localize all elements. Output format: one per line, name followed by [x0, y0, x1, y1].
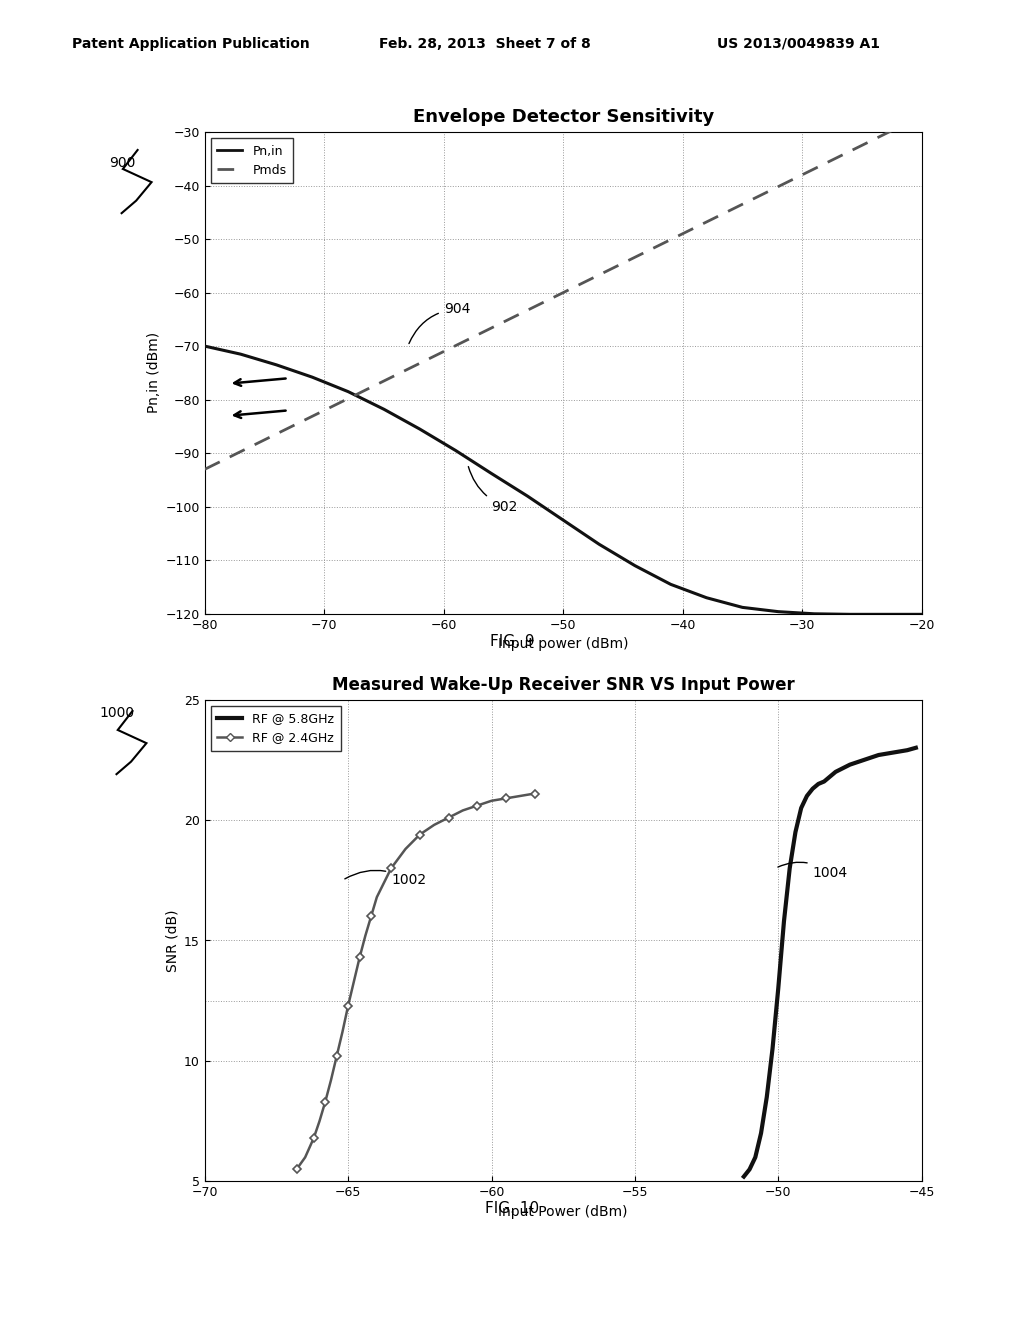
Y-axis label: Pn,in (dBm): Pn,in (dBm) — [147, 333, 162, 413]
X-axis label: Input power (dBm): Input power (dBm) — [498, 638, 629, 651]
X-axis label: Input Power (dBm): Input Power (dBm) — [499, 1205, 628, 1218]
Y-axis label: SNR (dB): SNR (dB) — [166, 909, 180, 972]
Legend: Pn,in, Pmds: Pn,in, Pmds — [211, 139, 293, 183]
Text: 900: 900 — [110, 156, 136, 170]
Text: 1002: 1002 — [345, 870, 426, 887]
Legend: RF @ 5.8GHz, RF @ 2.4GHz: RF @ 5.8GHz, RF @ 2.4GHz — [211, 706, 341, 751]
Text: 902: 902 — [468, 466, 518, 513]
Text: US 2013/0049839 A1: US 2013/0049839 A1 — [717, 37, 880, 51]
Text: 904: 904 — [409, 302, 470, 343]
Title: Measured Wake-Up Receiver SNR VS Input Power: Measured Wake-Up Receiver SNR VS Input P… — [332, 676, 795, 694]
Text: FIG. 10: FIG. 10 — [485, 1201, 539, 1216]
Text: 1004: 1004 — [778, 862, 848, 880]
Text: Patent Application Publication: Patent Application Publication — [72, 37, 309, 51]
Title: Envelope Detector Sensitivity: Envelope Detector Sensitivity — [413, 108, 714, 127]
Text: FIG. 9: FIG. 9 — [489, 634, 535, 648]
Text: Feb. 28, 2013  Sheet 7 of 8: Feb. 28, 2013 Sheet 7 of 8 — [379, 37, 591, 51]
Text: 1000: 1000 — [99, 706, 134, 721]
